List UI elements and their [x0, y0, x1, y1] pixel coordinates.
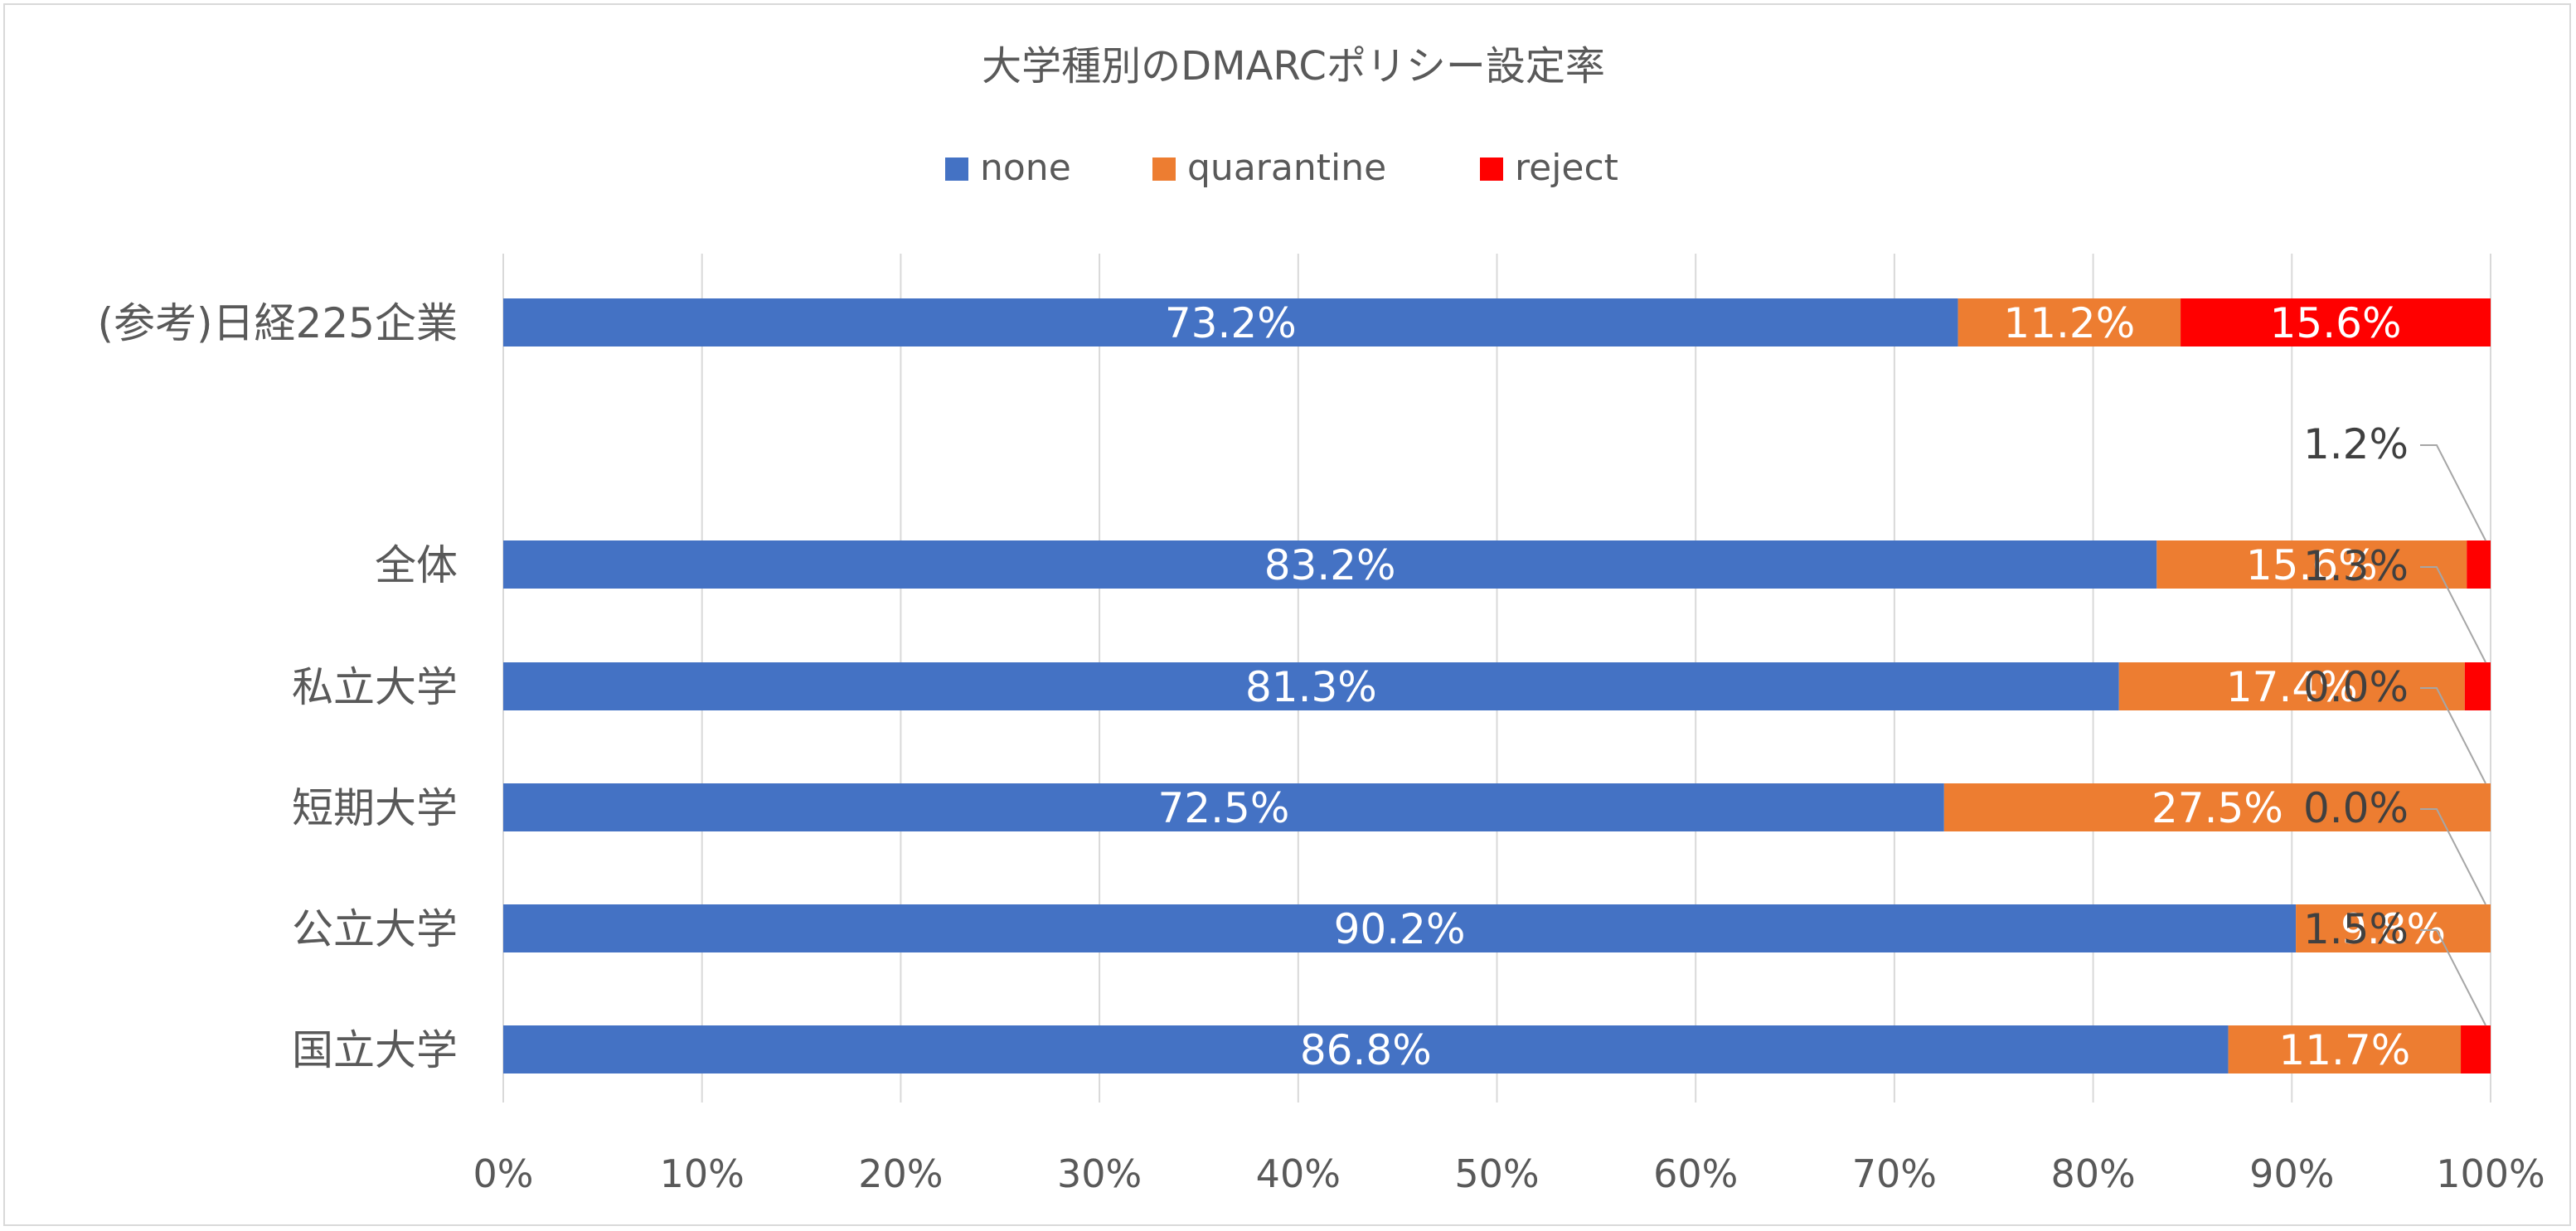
bar-quarantine — [1957, 298, 2181, 347]
category-label: 全体 — [375, 541, 458, 589]
data-label-quarantine: 15.6% — [2246, 541, 2378, 589]
data-label-quarantine: 17.4% — [2226, 663, 2358, 711]
x-tick-label: 10% — [660, 1151, 745, 1196]
data-label-none: 73.2% — [1165, 299, 1297, 347]
bar-none — [503, 662, 2119, 710]
leader-line — [2420, 929, 2486, 1026]
legend-swatch-quarantine — [1152, 158, 1176, 181]
bar-quarantine — [1943, 783, 2491, 831]
legend: none quarantine reject — [945, 147, 1618, 189]
bar-none — [503, 1025, 2229, 1073]
data-label-none: 83.2% — [1264, 541, 1396, 589]
x-tick-label: 90% — [2249, 1151, 2334, 1196]
data-label-quarantine: 11.2% — [2003, 299, 2135, 347]
bar-reject — [2467, 540, 2491, 589]
data-label-none: 72.5% — [1157, 784, 1289, 832]
chart-title: 大学種別のDMARCポリシー設定率 — [982, 43, 1605, 90]
data-labels: 73.2% 11.2% 15.6% 83.2% 15.6% 1.2% 81.3% 17.4% 1… — [1157, 299, 2486, 1074]
x-tick-label: 70% — [1852, 1151, 1937, 1196]
bar-reject — [2181, 298, 2491, 347]
legend-label-none: none — [980, 147, 1071, 189]
data-label-none: 90.2% — [1334, 905, 1466, 953]
bars — [503, 298, 2491, 1073]
leader-line — [2420, 566, 2486, 663]
x-tick-label: 80% — [2050, 1151, 2135, 1196]
data-label-none: 86.8% — [1300, 1026, 1432, 1074]
data-label-reject: 1.5% — [2303, 905, 2409, 953]
leader-line — [2420, 687, 2486, 784]
legend-swatch-none — [945, 158, 968, 181]
bar-quarantine — [2156, 540, 2467, 589]
x-tick-label: 20% — [858, 1151, 943, 1196]
bar-none — [503, 540, 2157, 589]
bar-none — [503, 783, 1944, 831]
data-label-reject: 0.0% — [2303, 663, 2409, 711]
leader-line — [2420, 808, 2486, 905]
x-tick-label: 30% — [1057, 1151, 1142, 1196]
bar-quarantine — [2228, 1025, 2462, 1073]
x-tick-label: 60% — [1653, 1151, 1738, 1196]
category-label: 私立大学 — [292, 663, 458, 711]
bar-quarantine — [2118, 662, 2465, 710]
bar-none — [503, 904, 2297, 952]
category-label: 短期大学 — [292, 784, 458, 832]
legend-swatch-reject — [1480, 158, 1503, 181]
data-label-quarantine: 27.5% — [2152, 784, 2283, 832]
data-label-reject: 1.3% — [2303, 542, 2409, 590]
bar-quarantine — [2296, 904, 2491, 952]
x-tick-label: 0% — [473, 1151, 534, 1196]
legend-label-quarantine: quarantine — [1187, 147, 1386, 189]
bar-none — [503, 298, 1958, 347]
x-axis-tick-labels: 0% 10% 20% 30% 40% 50% 60% 70% 80% 90% 100% — [473, 1151, 2545, 1196]
x-tick-label: 40% — [1256, 1151, 1341, 1196]
data-label-none: 81.3% — [1245, 663, 1377, 711]
category-label: 公立大学 — [292, 905, 458, 953]
category-label: 国立大学 — [292, 1026, 458, 1074]
chart-frame — [3, 3, 2571, 1226]
bar-reject — [2461, 1025, 2491, 1073]
legend-label-reject: reject — [1515, 147, 1618, 189]
x-tick-label: 50% — [1454, 1151, 1539, 1196]
data-label-quarantine: 11.7% — [2278, 1026, 2410, 1074]
bar-reject — [2464, 662, 2491, 710]
category-label: (参考)日経225企業 — [98, 299, 458, 347]
x-tick-label: 100% — [2436, 1151, 2545, 1196]
data-label-reject: 15.6% — [2270, 299, 2402, 347]
data-label-reject: 1.2% — [2303, 420, 2409, 468]
data-label-reject: 0.0% — [2303, 784, 2409, 832]
leader-line — [2420, 444, 2486, 541]
